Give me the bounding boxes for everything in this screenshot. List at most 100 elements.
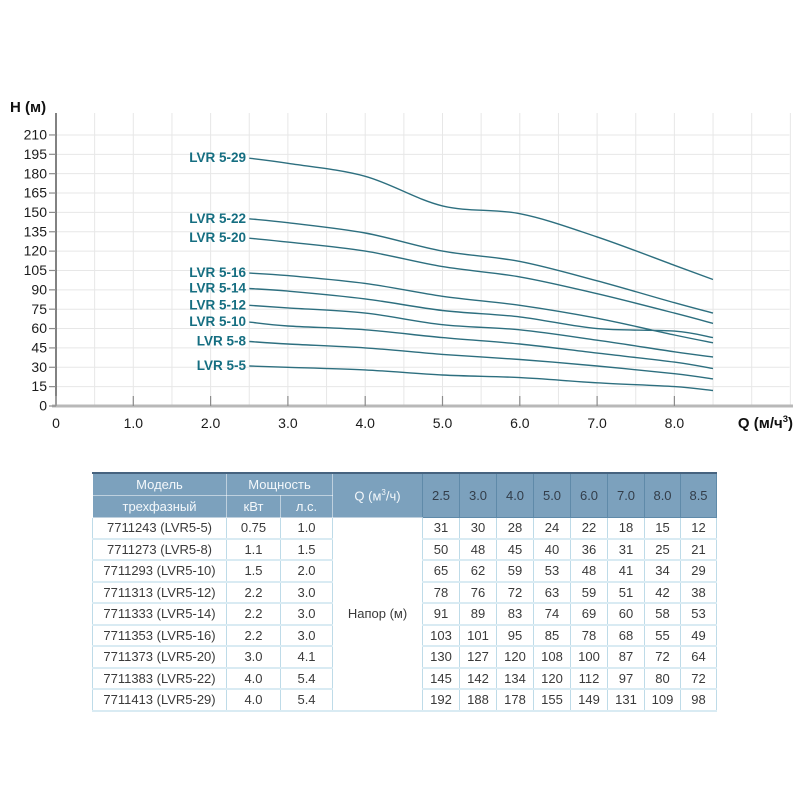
model-cell: 7711383 (LVR5-22)	[92, 667, 227, 690]
value-cell-q4.0: 83	[496, 603, 535, 626]
value-cell-q8.0: 58	[644, 603, 682, 626]
q-header-sup: 3	[381, 487, 386, 497]
value-cell-q6.0: 48	[570, 560, 609, 583]
value-cell-q8.0: 42	[644, 581, 682, 604]
hp-cell: 2.0	[279, 560, 334, 583]
y-tick-label-105: 105	[24, 262, 48, 278]
x-axis-title: Q (м/ч3)	[738, 414, 793, 432]
curve-lvr-5-10	[249, 321, 714, 370]
col-header-model-sub: трехфазный	[92, 495, 227, 518]
model-cell: 7711373 (LVR5-20)	[92, 646, 227, 669]
y-tick-label-30: 30	[31, 359, 47, 375]
value-cell-q8.5: 38	[680, 581, 718, 604]
axis-titles: H (м) Q (м/ч3)	[10, 99, 793, 432]
value-cell-q4.0: 59	[496, 560, 535, 583]
value-cell-q2.5: 78	[422, 581, 461, 604]
kw-cell: 2.2	[226, 581, 281, 604]
curve-lvr-5-22	[249, 218, 714, 314]
value-cell-q6.0: 36	[570, 538, 609, 561]
hp-cell: 3.0	[279, 603, 334, 626]
value-cell-q8.5: 53	[680, 603, 718, 626]
col-header-power: Мощность	[225, 472, 334, 496]
col-header-hp: л.с.	[279, 495, 334, 518]
value-cell-q7.0: 68	[607, 624, 646, 647]
x-tick-label-1.0: 1.0	[124, 415, 144, 431]
table-header: Модель Мощность Q (м3/ч) 2.5 3.0 4.0 5.0 6.0…	[92, 472, 718, 518]
curve-label-lvr-5-14: LVR 5-14	[189, 281, 246, 296]
hp-cell: 3.0	[279, 624, 334, 647]
curve-label-lvr-5-20: LVR 5-20	[189, 230, 246, 245]
col-header-q-8.5: 8.5	[680, 472, 718, 518]
pump-spec-table: Модель Мощность Q (м3/ч) 2.5 3.0 4.0 5.0 6.0…	[92, 472, 718, 712]
value-cell-q2.5: 192	[422, 689, 461, 712]
y-axis-title: H (м)	[10, 99, 46, 116]
table-row-lvr5-5: 7711243 (LVR5-5) 0.75 1.0 Напор (м) 31 30 28 24…	[92, 517, 718, 712]
value-cell-q6.0: 100	[570, 646, 609, 669]
y-tick-label-210: 210	[24, 127, 48, 143]
x-tick-label-0: 0	[52, 415, 60, 431]
col-header-q-5.0: 5.0	[533, 472, 572, 518]
model-cell: 7711353 (LVR5-16)	[92, 624, 227, 647]
value-cell-q5.0: 74	[533, 603, 572, 626]
curve-lvr-5-8	[249, 340, 714, 380]
curve-label-lvr-5-10: LVR 5-10	[189, 314, 246, 329]
value-cell-q4.0: 72	[496, 581, 535, 604]
value-cell-q8.0: 109	[644, 689, 682, 712]
x-tick-label-7.0: 7.0	[587, 415, 607, 431]
value-cell-q6.0: 78	[570, 624, 609, 647]
model-cell: 7711273 (LVR5-8)	[92, 538, 227, 561]
y-tick-label-120: 120	[24, 243, 48, 259]
col-header-q: Q (м3/ч)	[332, 472, 424, 518]
value-cell-q7.0: 18	[607, 517, 646, 540]
pump-spec-table-wrap: Модель Мощность Q (м3/ч) 2.5 3.0 4.0 5.0 6.0…	[92, 472, 718, 712]
y-tick-label-45: 45	[31, 340, 47, 356]
value-cell-q7.0: 131	[607, 689, 646, 712]
value-cell-q3.0: 101	[459, 624, 498, 647]
curve-lvr-5-29	[249, 157, 714, 281]
value-cell-q8.5: 29	[680, 560, 718, 583]
col-header-q-8.0: 8.0	[644, 472, 682, 518]
chart-ticks	[49, 134, 676, 407]
value-cell-q6.0: 59	[570, 581, 609, 604]
y-tick-label-180: 180	[24, 165, 48, 181]
value-cell-q5.0: 40	[533, 538, 572, 561]
value-cell-q5.0: 85	[533, 624, 572, 647]
curve-label-lvr-5-5: LVR 5-5	[197, 358, 247, 373]
y-tick-label-195: 195	[24, 146, 48, 162]
pump-curves-chart: 0 1.0 2.0 3.0 4.0 5.0 6.0 7.0 8.0 0 15 30 45 60 75 90 10…	[10, 99, 793, 432]
value-cell-q8.5: 72	[680, 667, 718, 690]
col-header-q-6.0: 6.0	[570, 472, 609, 518]
napor-cell: Напор (м)	[332, 517, 424, 712]
value-cell-q5.0: 108	[533, 646, 572, 669]
y-tick-label-0: 0	[39, 398, 47, 414]
y-tick-label-75: 75	[31, 301, 47, 317]
y-tick-label-90: 90	[31, 281, 47, 297]
value-cell-q4.0: 134	[496, 667, 535, 690]
curve-lvr-5-5	[249, 365, 714, 392]
value-cell-q5.0: 155	[533, 689, 572, 712]
table-row-lvr5-14: 7711333 (LVR5-14) 2.2 3.0 91 89 83 74 69 60 58 53	[92, 603, 718, 626]
value-cell-q4.0: 28	[496, 517, 535, 540]
col-header-model: Модель	[92, 472, 227, 496]
value-cell-q3.0: 188	[459, 689, 498, 712]
value-cell-q6.0: 149	[570, 689, 609, 712]
value-cell-q4.0: 95	[496, 624, 535, 647]
hp-cell: 3.0	[279, 581, 334, 604]
y-tick-label-60: 60	[31, 320, 47, 336]
col-header-q-7.0: 7.0	[607, 472, 646, 518]
value-cell-q8.5: 12	[680, 517, 718, 540]
hp-cell: 5.4	[279, 689, 334, 712]
value-cell-q7.0: 60	[607, 603, 646, 626]
model-cell: 7711243 (LVR5-5)	[92, 517, 227, 540]
hp-cell: 5.4	[279, 667, 334, 690]
pump-curves	[249, 157, 714, 392]
value-cell-q3.0: 127	[459, 646, 498, 669]
value-cell-q2.5: 130	[422, 646, 461, 669]
value-cell-q7.0: 31	[607, 538, 646, 561]
value-cell-q8.5: 21	[680, 538, 718, 561]
curve-lvr-5-20	[249, 237, 714, 325]
value-cell-q3.0: 89	[459, 603, 498, 626]
value-cell-q7.0: 87	[607, 646, 646, 669]
kw-cell: 0.75	[226, 517, 281, 540]
